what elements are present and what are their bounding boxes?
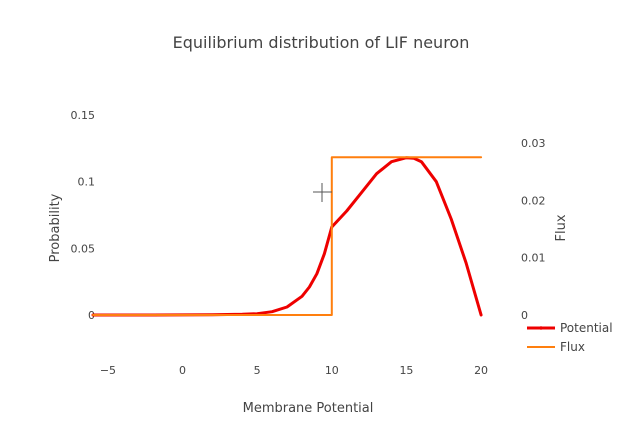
legend-marker-potential <box>539 326 543 330</box>
y-tick-label: 0 <box>88 309 95 322</box>
y2-tick-label: 0.01 <box>521 252 546 265</box>
x-tick-label: 5 <box>254 364 261 377</box>
x-tick-label: −5 <box>100 364 116 377</box>
legend-label-flux[interactable]: Flux <box>560 340 585 354</box>
y2-tick-label: 0 <box>521 309 528 322</box>
y-axis-ticks: 0 0.05 0.1 0.15 <box>71 109 96 322</box>
y2-tick-label: 0.03 <box>521 137 546 150</box>
x-tick-label: 20 <box>474 364 488 377</box>
y-tick-label: 0.05 <box>71 242 96 255</box>
y-tick-label: 0.1 <box>78 176 96 189</box>
x-tick-label: 0 <box>179 364 186 377</box>
series-line-flux[interactable] <box>92 156 483 316</box>
legend[interactable]: Potential Flux <box>527 321 613 354</box>
chart-title: Equilibrium distribution of LIF neuron <box>173 33 470 52</box>
y-axis-title: Probability <box>48 193 63 262</box>
y-tick-label: 0.15 <box>71 109 96 122</box>
x-axis-title: Membrane Potential <box>243 401 374 416</box>
x-tick-label: 10 <box>325 364 339 377</box>
crosshair-cursor-icon <box>313 183 332 202</box>
x-tick-label: 15 <box>399 364 413 377</box>
legend-label-potential[interactable]: Potential <box>560 321 613 335</box>
y2-axis-ticks: 0 0.01 0.02 0.03 <box>521 137 546 322</box>
plot-area[interactable] <box>91 156 483 317</box>
x-axis-ticks: −5 0 5 10 15 20 <box>100 364 488 377</box>
y2-axis-title: Flux <box>554 214 569 241</box>
y2-tick-label: 0.02 <box>521 194 546 207</box>
